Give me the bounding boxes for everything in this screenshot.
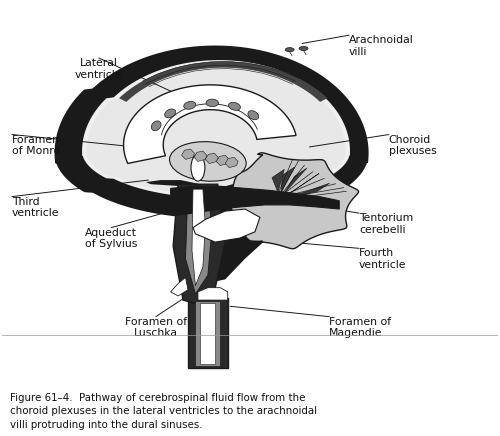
Polygon shape [124,85,296,164]
Text: Figure 61–4.  Pathway of cerebrospinal fluid flow from the
choroid plexuses in t: Figure 61–4. Pathway of cerebrospinal fl… [10,393,316,429]
Text: Foramen of
Magendie: Foramen of Magendie [330,317,392,338]
Ellipse shape [248,111,258,119]
Polygon shape [81,59,351,199]
Ellipse shape [184,102,196,109]
Polygon shape [196,301,220,366]
Polygon shape [281,167,295,193]
Ellipse shape [191,154,205,181]
Polygon shape [173,184,225,307]
Polygon shape [198,288,228,300]
Text: Fourth
ventricle: Fourth ventricle [359,249,406,270]
Ellipse shape [206,99,218,107]
Polygon shape [186,186,212,294]
Ellipse shape [164,109,175,118]
Polygon shape [192,189,205,286]
Polygon shape [170,277,188,296]
Polygon shape [286,183,330,198]
Polygon shape [194,151,207,161]
Ellipse shape [285,48,294,52]
Polygon shape [87,63,345,195]
Polygon shape [272,169,284,193]
Polygon shape [286,174,319,196]
Polygon shape [170,186,340,215]
Polygon shape [193,209,260,242]
Ellipse shape [228,102,240,110]
Text: Tentorium
cerebelli: Tentorium cerebelli [359,213,414,235]
Polygon shape [200,303,216,364]
Text: Third
ventricle: Third ventricle [12,197,60,218]
Polygon shape [56,48,366,217]
Polygon shape [119,61,328,102]
Text: Foramen
of Monro: Foramen of Monro [12,135,60,156]
Text: Arachnoidal
villi: Arachnoidal villi [349,35,414,57]
Ellipse shape [299,46,308,51]
Polygon shape [56,48,366,217]
Ellipse shape [170,142,246,181]
Text: Lateral
ventricle: Lateral ventricle [75,58,122,79]
Polygon shape [81,59,351,199]
Polygon shape [225,157,238,168]
Polygon shape [284,168,307,194]
Polygon shape [182,149,194,160]
Polygon shape [188,298,228,368]
Polygon shape [216,155,229,166]
Polygon shape [206,153,218,164]
Polygon shape [231,153,358,249]
Polygon shape [146,176,324,283]
Text: Foramen of
Luschka: Foramen of Luschka [124,317,187,338]
Text: Aqueduct
of Sylvius: Aqueduct of Sylvius [85,228,138,249]
Text: Choroid
plexuses: Choroid plexuses [389,135,436,156]
Ellipse shape [152,121,161,131]
